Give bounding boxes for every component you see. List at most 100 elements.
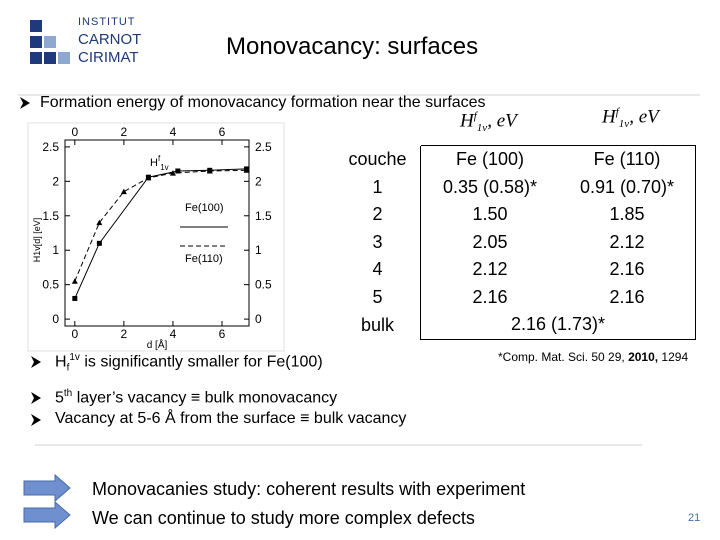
table-cell: 1.50: [420, 201, 559, 229]
annotation-symbol: H: [150, 157, 158, 169]
logo-square: [44, 52, 56, 64]
data-point: [169, 170, 176, 176]
table-row: 2 1.50 1.85: [335, 201, 696, 229]
logo-square: [30, 52, 42, 64]
logo-text: CARNOT: [78, 31, 142, 48]
bullet-number: 5: [55, 389, 64, 407]
y-tick-label: 1: [255, 243, 262, 257]
x-tick-label: 0: [71, 125, 78, 139]
data-point: [243, 167, 250, 173]
y-tick-label: 1.5: [255, 209, 272, 223]
x-tick-label: 2: [121, 327, 128, 341]
table-cell: 1.85: [559, 201, 696, 229]
logo-text: INSTITUT: [78, 16, 136, 28]
bullet-symbol: H: [55, 353, 67, 371]
formula-sub: 1v: [476, 122, 488, 135]
annotation-sub: 1v: [160, 163, 168, 172]
logo-square: [58, 52, 70, 64]
data-point: [175, 168, 181, 174]
logo-square: [30, 36, 42, 48]
table-cell: 2.05: [420, 228, 559, 256]
data-point: [96, 219, 103, 226]
y-tick-label: 0: [52, 312, 59, 326]
table-cell: Fe (100): [420, 145, 559, 174]
annotation: Hf1v: [150, 154, 169, 172]
formula-symbol: H: [602, 106, 616, 128]
results-table: couche Fe (100) Fe (110) 1 0.35 (0.58)* 0.…: [335, 145, 696, 340]
table-cell: 2.16: [559, 256, 696, 284]
data-point: [72, 295, 78, 301]
arrow-icon: [23, 473, 71, 503]
table-cell: couche: [335, 145, 421, 174]
formula-rest: , eV: [487, 110, 517, 132]
bullet-text: is significantly smaller for Fe(100): [79, 353, 323, 371]
formula-rest: , eV: [629, 106, 659, 128]
bullet-icon: [31, 414, 41, 426]
reference-text: *Comp. Mat. Sci. 50 29,: [498, 350, 629, 364]
x-tick-label: 0: [71, 327, 78, 341]
table-cell: Fe (110): [559, 145, 696, 174]
table-cell: 0.91 (0.70)*: [559, 173, 696, 201]
logo-text: CIRIMAT: [78, 49, 139, 66]
formula-sup: f: [473, 110, 477, 122]
page-number: 21: [688, 512, 701, 524]
x-tick-label: 4: [170, 327, 177, 341]
table-cell: 2.12: [420, 256, 559, 284]
table-row: bulk 2.16 (1.73)*: [335, 311, 696, 340]
x-tick-label: 2: [121, 125, 128, 139]
bullet: Vacancy at 5-6 Å from the surface ≡ bulk…: [55, 410, 407, 427]
logo-square: [30, 20, 42, 32]
x-tick-label: 4: [170, 125, 177, 139]
x-tick-label: 6: [219, 327, 226, 341]
title: Monovacancy: surfaces: [226, 33, 479, 60]
table-cell: 4: [372, 259, 383, 280]
data-point: [96, 240, 102, 246]
table-row: 1 0.35 (0.58)* 0.91 (0.70)*: [335, 173, 696, 201]
bullet: Hf1v is significantly smaller for Fe(100…: [55, 352, 323, 374]
conclusion: Monovacanies study: coherent results wit…: [92, 479, 526, 499]
logo-square: [44, 36, 56, 48]
y-tick-label: 2.5: [42, 140, 59, 154]
formula-symbol: H: [460, 110, 474, 132]
y-tick-label: 0.5: [255, 278, 272, 292]
bullet-sub: f: [66, 362, 70, 374]
annotation-sup: f: [158, 154, 161, 163]
table-row: 3 2.05 2.12: [335, 228, 696, 256]
data-point: [120, 188, 127, 195]
arrow-icon: [23, 500, 71, 530]
intro-text: Formation energy of monovacancy formatio…: [40, 94, 486, 111]
y-tick-label: 0: [255, 312, 262, 326]
table-cell: 2: [372, 204, 383, 225]
legend-label: Fe(110): [185, 253, 223, 265]
reference: *Comp. Mat. Sci. 50 29, 2010, 1294: [498, 350, 688, 364]
data-point: [71, 278, 78, 284]
y-tick-label: 1.5: [42, 209, 59, 223]
figure-frame: [27, 122, 285, 352]
table-cell: 1: [372, 176, 383, 197]
y-tick-label: 2.5: [255, 140, 272, 154]
y-tick-label: 1: [52, 243, 59, 257]
formula-sup: f: [615, 106, 619, 118]
y-tick-label: 2: [255, 174, 262, 188]
bullet-icon: [31, 392, 41, 404]
bullet-sup: th: [63, 388, 73, 399]
data-point: [145, 174, 152, 181]
series-line: [74, 168, 247, 299]
x-tick-label: 6: [219, 125, 226, 139]
table-cell: 2.12: [559, 228, 696, 256]
conclusion: We can continue to study more complex de…: [92, 508, 475, 528]
table-cell: 5: [372, 286, 383, 307]
reference-year: 2010,: [628, 350, 659, 364]
formula-label: Hf1v, eV: [602, 106, 659, 130]
y-tick-label: 0.5: [42, 278, 59, 292]
plot-frame: [64, 139, 250, 327]
legend-label: Fe(100): [185, 202, 224, 214]
y-axis-label: H1v[d] [eV]: [32, 218, 42, 263]
bullet: 5th layer’s vacancy ≡ bulk monovacancy: [55, 388, 337, 407]
table-row: 5 2.16 2.16: [335, 283, 696, 311]
bullet-text: layer’s vacancy ≡ bulk monovacancy: [72, 389, 338, 407]
table-header: couche Fe (100) Fe (110): [335, 145, 696, 174]
